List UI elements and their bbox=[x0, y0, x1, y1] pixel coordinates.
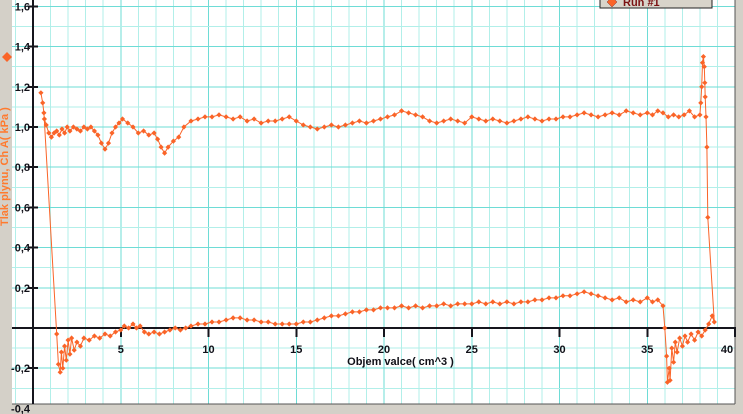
y-tick-label: 1,6 bbox=[15, 1, 30, 13]
legend-run-label: Run #1 bbox=[623, 0, 660, 9]
x-tick-label: 35 bbox=[641, 344, 653, 356]
y-tick-label: 1,2 bbox=[15, 82, 30, 94]
right-margin-strip bbox=[735, 0, 743, 414]
x-tick-label: 10 bbox=[202, 344, 214, 356]
y-tick-label: 0,8 bbox=[15, 162, 30, 174]
x-tick-label: 40 bbox=[721, 344, 733, 356]
y-axis-series-marker-icon bbox=[2, 52, 12, 62]
x-tick-label: 30 bbox=[553, 344, 565, 356]
y-tick-label: 1,4 bbox=[15, 42, 31, 54]
axes bbox=[12, 0, 736, 404]
bottom-margin-strip bbox=[0, 404, 743, 414]
x-tick-label: 20 bbox=[378, 344, 390, 356]
data-series-run1 bbox=[38, 54, 717, 385]
left-margin-strip bbox=[0, 0, 12, 414]
y-tick-label: -0,2 bbox=[11, 363, 30, 375]
y-tick-label: 0,6 bbox=[15, 202, 30, 214]
plot-area[interactable] bbox=[12, 0, 735, 404]
y-tick-label: -0,4 bbox=[11, 403, 31, 414]
y-tick-label: 0,2 bbox=[15, 283, 30, 295]
x-tick-label: 25 bbox=[466, 344, 478, 356]
tick-labels: 5 10 15 20 25 30 35 40 1,6 1,4 1,2 1,0 0,8 0,6 0,4 0,2 -… bbox=[11, 1, 733, 414]
x-tick-label: 15 bbox=[290, 344, 302, 356]
legend-marker-icon bbox=[606, 0, 618, 8]
y-tick-label: 0,4 bbox=[15, 243, 31, 255]
x-tick-label: 5 bbox=[118, 344, 124, 356]
y-tick-label: 1,0 bbox=[15, 122, 30, 134]
legend[interactable]: Run #1 bbox=[599, 0, 713, 9]
grid bbox=[12, 0, 735, 404]
legend-box[interactable] bbox=[599, 0, 713, 9]
